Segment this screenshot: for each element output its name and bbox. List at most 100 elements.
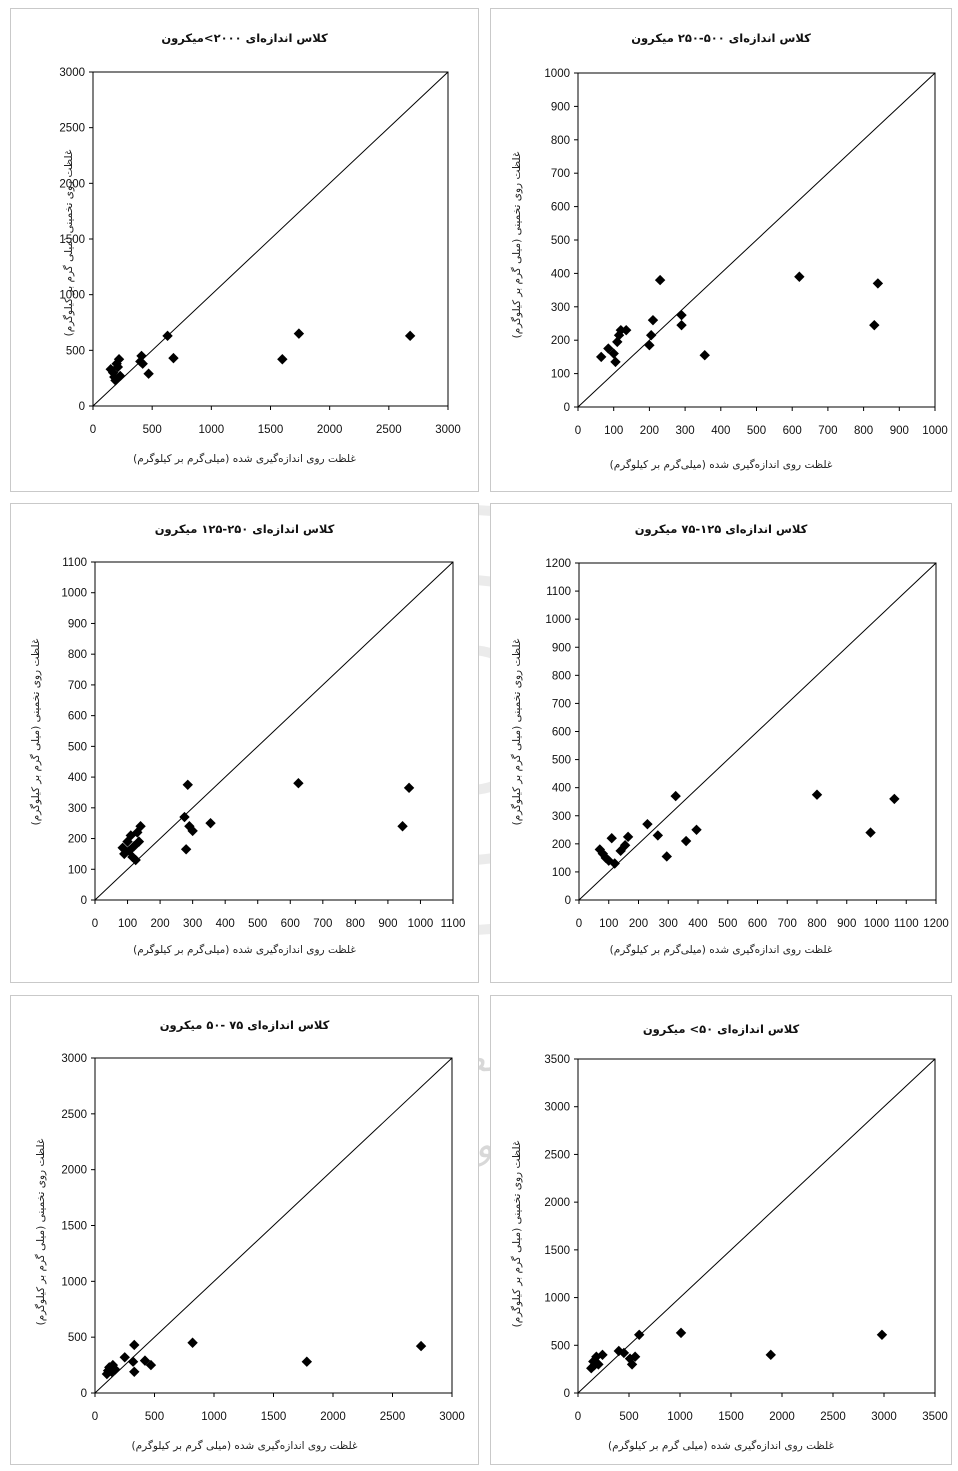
data-point (652, 830, 664, 841)
data-point (182, 779, 193, 790)
x-tick-label: 100 (118, 918, 137, 930)
data-point (205, 817, 216, 829)
x-tick-label: 100 (604, 425, 623, 437)
data-point (184, 821, 195, 832)
data-point (162, 330, 173, 342)
scatter-plot: 0 500 1000 1500 2000 2500 3000 0 500 1000 1500 2000… (59, 67, 461, 436)
x-tick-label: 1100 (441, 918, 466, 930)
data-point (293, 328, 305, 339)
y-tick-label: 400 (551, 268, 570, 280)
x-tick-label: 700 (778, 918, 797, 930)
data-point (112, 361, 124, 373)
x-axis-label: غلظت روی اندازه‌گیری شده (میلی‌گرم بر کی… (133, 453, 356, 465)
x-tick-label: 2500 (380, 1411, 406, 1423)
data-point (811, 789, 823, 800)
x-tick-label: 1200 (923, 918, 949, 930)
x-tick-label: 400 (216, 918, 235, 930)
data-point (187, 1337, 198, 1348)
x-tick-label: 0 (576, 918, 582, 930)
data-point (622, 831, 634, 843)
data-point (699, 350, 710, 361)
y-tick-label: 100 (68, 864, 87, 876)
x-tick-label: 100 (599, 918, 618, 930)
scatter-plot: 0 100 200 300 400 500 600 700 800 900 1000 1100 0 100… (61, 557, 466, 930)
x-tick-label: 900 (890, 425, 909, 437)
y-tick-label: 2000 (544, 1197, 570, 1209)
x-tick-label: 700 (818, 425, 837, 437)
plot-frame (577, 1058, 936, 1394)
y-tick-label: 1000 (61, 588, 87, 600)
data-point (654, 274, 666, 286)
y-axis-label: غلظت روی تخمینی (میلی گرم بر کیلوگرم) (511, 638, 523, 826)
y-tick-label: 600 (551, 202, 570, 214)
data-point (403, 782, 415, 794)
x-tick-label: 500 (143, 424, 162, 436)
y-tick-label: 2500 (61, 1109, 87, 1121)
x-tick-label: 1500 (261, 1411, 287, 1423)
x-tick-label: 500 (747, 425, 766, 437)
data-point (133, 836, 145, 847)
y-tick-label: 200 (551, 335, 570, 347)
y-tick-label: 0 (79, 401, 85, 413)
x-tick-label: 900 (837, 918, 856, 930)
x-axis-label: غلظت روی اندازه‌گیری شده (میلی‌گرم بر کی… (609, 459, 833, 471)
reference-line (92, 71, 449, 407)
data-point (647, 314, 659, 326)
y-tick-label: 800 (68, 649, 87, 661)
y-tick-label: 1000 (59, 290, 85, 302)
data-point (180, 844, 192, 855)
data-point (675, 1327, 687, 1339)
x-tick-label: 800 (854, 425, 873, 437)
chart-panel-1: کلاس اندازه‌ای ۲۰۰۰>میکرون 0 500 1000 1500 2… (10, 8, 479, 492)
y-tick-label: 500 (551, 1340, 570, 1352)
x-tick-label: 1000 (864, 918, 890, 930)
reference-line (577, 72, 936, 408)
y-tick-label: 1000 (544, 1293, 570, 1305)
x-tick-label: 1500 (718, 1411, 744, 1423)
y-tick-label: 1000 (544, 68, 570, 80)
x-tick-label: 2000 (320, 1411, 346, 1423)
x-tick-label: 700 (313, 918, 332, 930)
data-point (596, 351, 607, 363)
data-point (680, 835, 692, 847)
data-point (634, 1329, 645, 1340)
x-tick-label: 600 (281, 918, 300, 930)
data-point (139, 1355, 151, 1366)
x-tick-label: 400 (688, 918, 707, 930)
x-tick-label: 600 (783, 425, 802, 437)
data-point (889, 793, 900, 805)
y-tick-label: 1100 (546, 586, 571, 598)
data-point (765, 1349, 776, 1361)
y-tick-label: 2000 (61, 1165, 87, 1177)
y-tick-label: 1500 (59, 234, 85, 246)
y-tick-label: 0 (81, 895, 87, 907)
scatter-plot: 0 500 1000 1500 2000 2500 3000 0 500 1000 1500 2000… (61, 1053, 464, 1423)
data-point (876, 1329, 888, 1340)
data-point (127, 1356, 139, 1367)
data-point (135, 821, 146, 832)
y-tick-label: 0 (564, 402, 570, 414)
y-tick-label: 500 (66, 345, 85, 357)
reference-line (577, 1058, 936, 1394)
chart-title: کلاس اندازه‌ای ۱۲۵-۷۵ میکرون (634, 522, 808, 536)
x-tick-label: 200 (150, 918, 169, 930)
y-tick-label: 600 (68, 711, 87, 723)
data-point (128, 841, 140, 852)
y-tick-label: 2500 (59, 123, 85, 135)
y-tick-label: 1000 (61, 1276, 87, 1288)
x-tick-label: 2500 (820, 1411, 846, 1423)
y-tick-label: 1100 (62, 557, 87, 569)
data-point (137, 358, 148, 369)
chart-panel-2: کلاس اندازه‌ای ۵۰۰-۲۵۰ میکرون 0 100 200 300… (490, 8, 952, 492)
y-tick-label: 100 (551, 369, 570, 381)
y-tick-label: 700 (551, 168, 570, 180)
data-point (586, 1362, 597, 1374)
y-tick-label: 500 (68, 1332, 87, 1344)
x-tick-label: 3000 (435, 424, 461, 436)
x-tick-label: 3000 (871, 1411, 897, 1423)
data-point (645, 329, 657, 341)
data-point (869, 319, 880, 331)
x-tick-label: 200 (640, 425, 659, 437)
data-point (119, 1352, 130, 1363)
y-axis-label: غلظت روی تخمینی (میلی گرم بر کیلوگرم) (35, 1138, 47, 1326)
